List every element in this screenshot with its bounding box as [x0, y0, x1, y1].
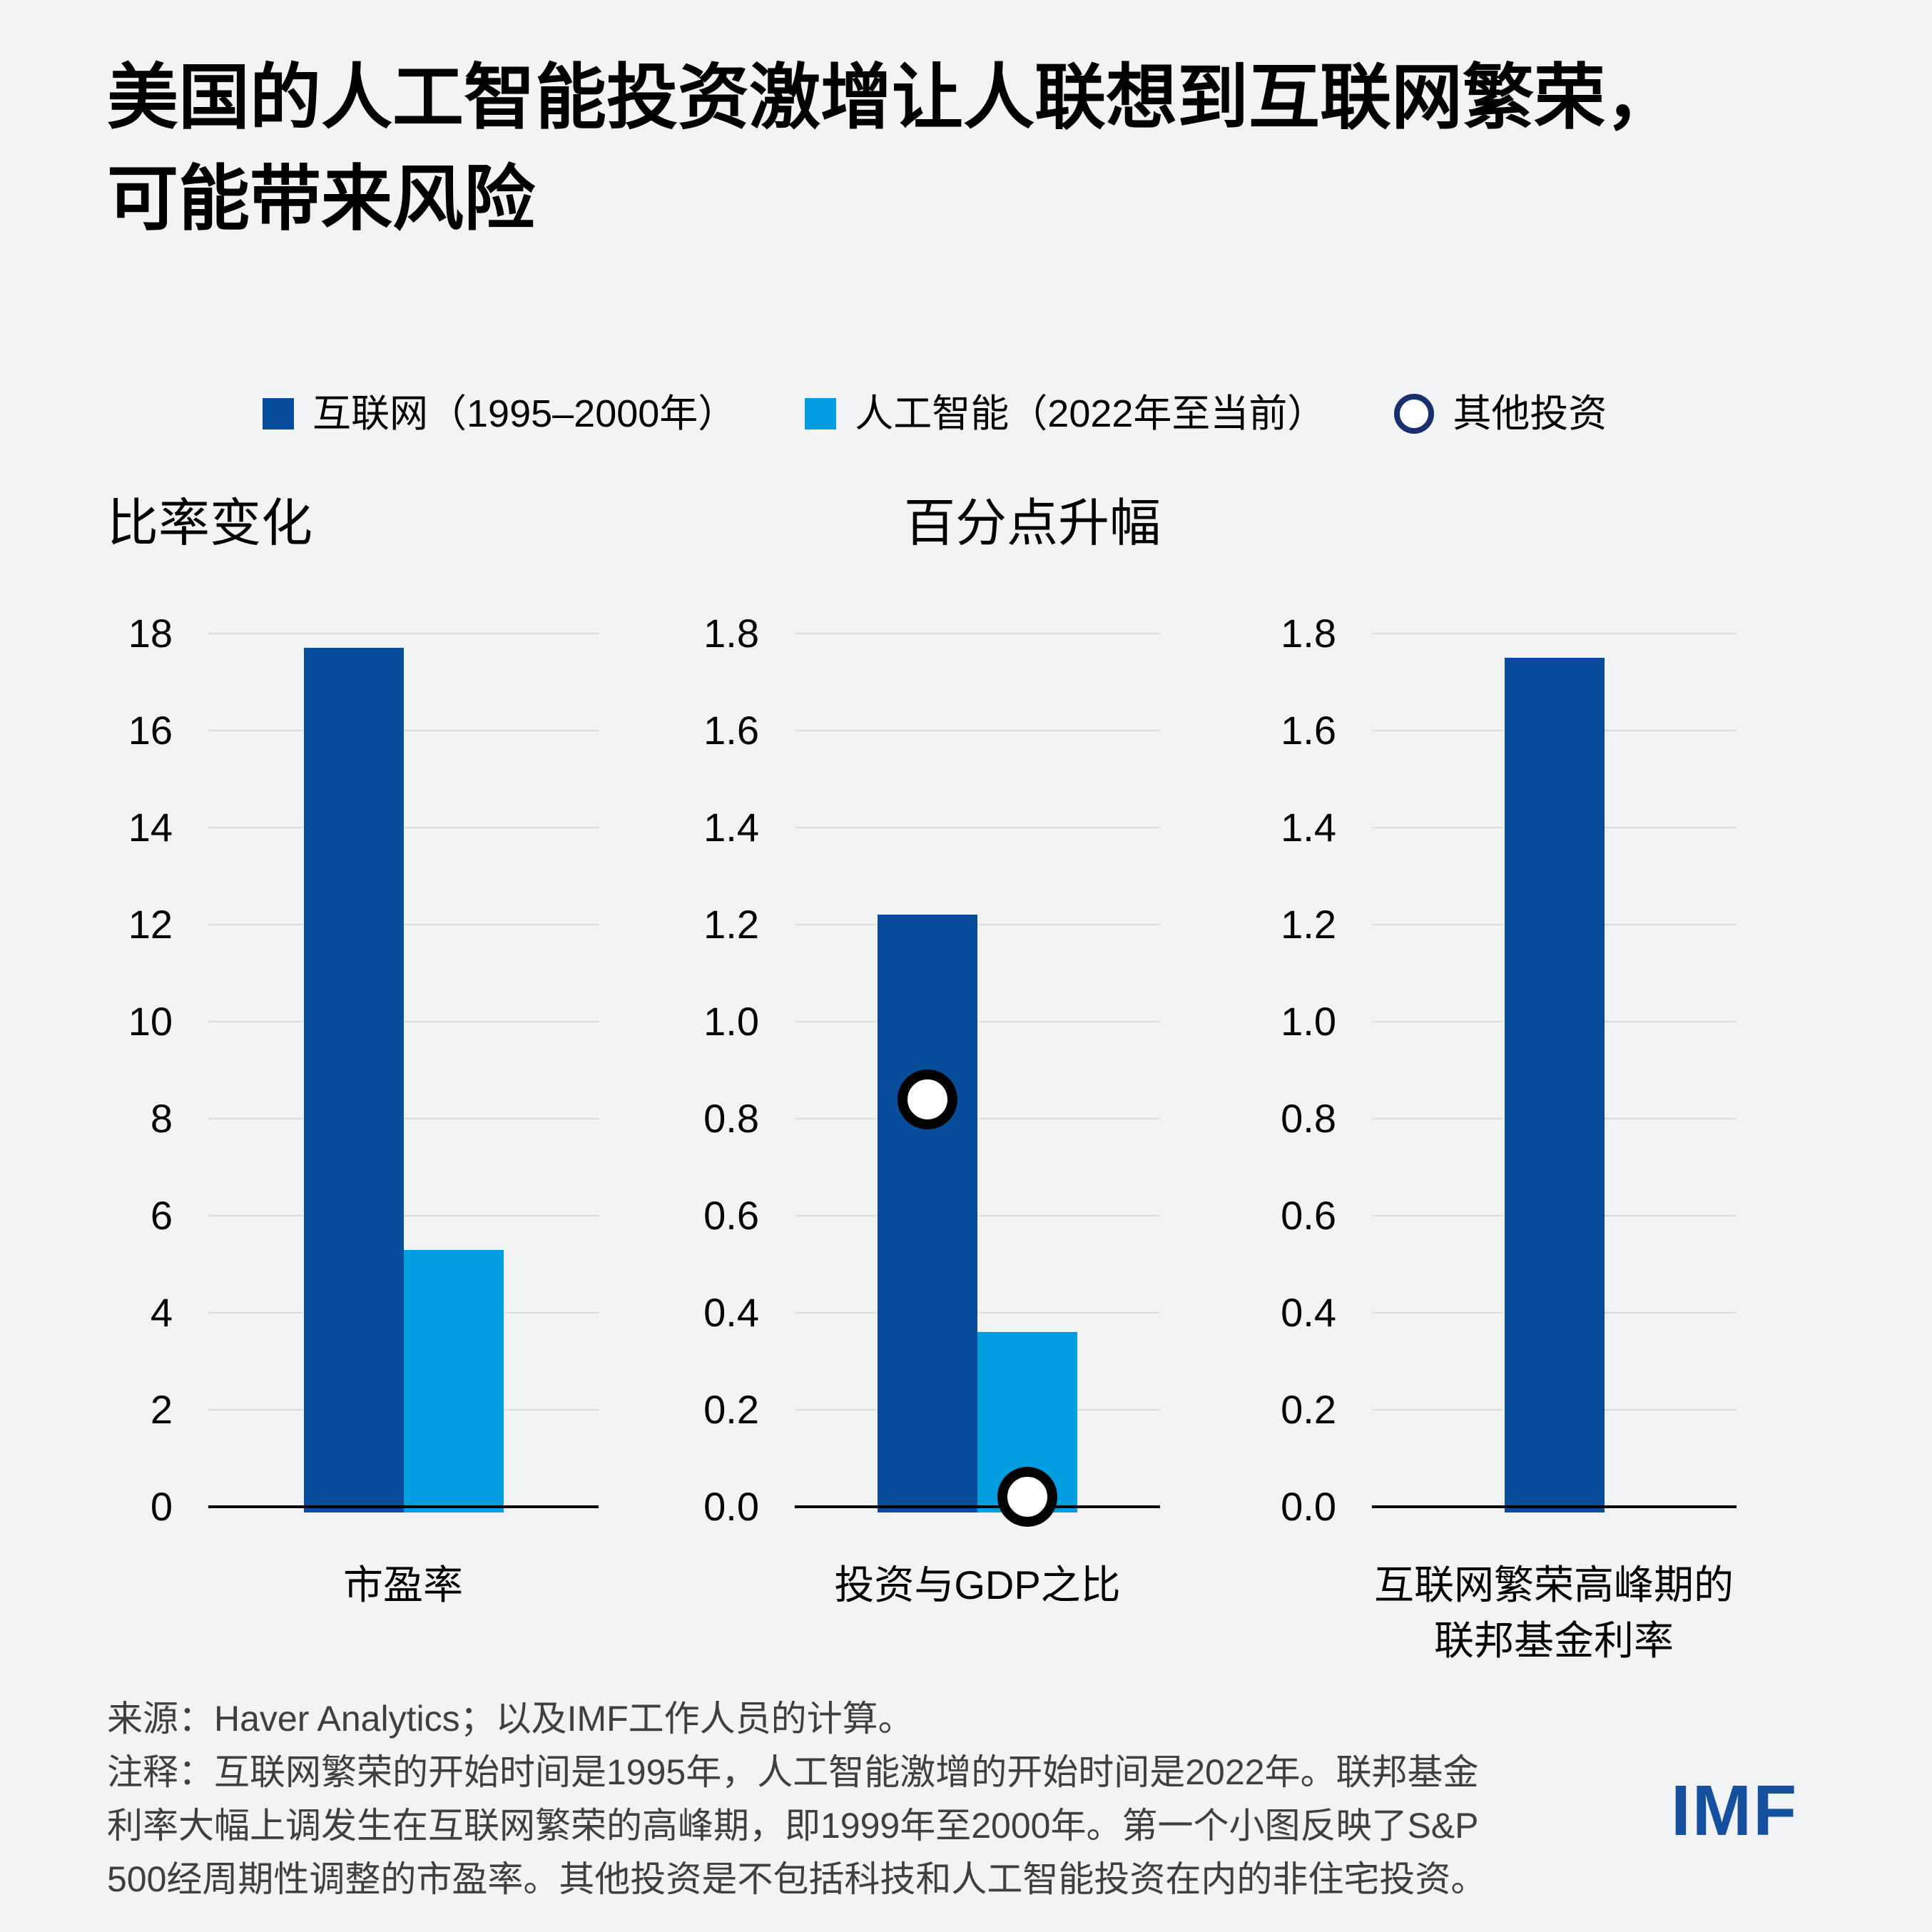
y-tick-label: 12	[128, 902, 173, 947]
x-axis-label-fed-funds-rate: 互联网繁荣高峰期的 联邦基金利率	[1374, 1562, 1734, 1663]
gridline	[208, 1118, 599, 1119]
y-tick-label: 1.4	[1281, 805, 1336, 850]
y-tick-label: 1.2	[1281, 902, 1336, 947]
footer-note-line-1: 注释：互联网繁荣的开始时间是1995年，人工智能激增的开始时间是2022年。联邦…	[107, 1752, 1479, 1792]
imf-logo: IMF	[1671, 1771, 1799, 1851]
bar-internet	[878, 915, 977, 1512]
bar-ai	[403, 1249, 504, 1512]
legend-item-ai: 人工智能（2022年至当前）	[805, 392, 1326, 435]
gridline	[208, 1215, 599, 1216]
gridline	[1372, 633, 1737, 634]
gridline	[795, 1312, 1160, 1313]
x-axis-label-investment-gdp: 投资与GDP之比	[834, 1562, 1121, 1607]
legend-label-other-investment: 其他投资	[1453, 392, 1607, 435]
y-tick-label: 0.8	[1281, 1096, 1336, 1141]
legend-label-ai: 人工智能（2022年至当前）	[855, 392, 1326, 435]
y-tick-label: 0.0	[703, 1484, 759, 1529]
main-title: 美国的人工智能投资激增让人联想到互联网繁荣， 可能带来风险	[107, 47, 1855, 250]
legend-square-icon	[263, 398, 294, 429]
y-tick-label: 14	[128, 805, 173, 850]
legend: 互联网（1995–2000年） 人工智能（2022年至当前） 其他投资	[263, 385, 1607, 442]
gridline	[208, 730, 599, 731]
x-axis-line	[795, 1505, 1160, 1508]
legend-label-internet: 互联网（1995–2000年）	[312, 392, 737, 435]
y-tick-label: 0.4	[1281, 1290, 1336, 1335]
footer-source: 来源：Haver Analytics；以及IMF工作人员的计算。	[107, 1699, 914, 1739]
y-tick-label: 0.2	[1281, 1387, 1336, 1432]
legend-item-other-investment: 其他投资	[1394, 392, 1607, 435]
y-tick-label: 4	[150, 1290, 173, 1335]
bar-internet	[1504, 658, 1605, 1512]
y-tick-label: 0.2	[703, 1387, 759, 1432]
x-axis-line	[208, 1505, 599, 1508]
gridline	[795, 730, 1160, 731]
y-tick-label: 1.0	[1281, 999, 1336, 1044]
legend-circle-icon	[1394, 394, 1435, 434]
y-tick-label: 1.8	[703, 611, 759, 656]
x-axis-label-pe-ratio: 市盈率	[343, 1562, 463, 1607]
y-tick-label: 16	[128, 708, 173, 753]
gridline	[208, 1021, 599, 1022]
gridline	[795, 1021, 1160, 1022]
bar-internet	[303, 648, 404, 1512]
footer-note-line-2: 利率大幅上调发生在互联网繁荣的高峰期，即1999年至2000年。第一个小图反映了…	[107, 1806, 1479, 1846]
legend-item-internet: 互联网（1995–2000年）	[263, 392, 736, 435]
y-tick-label: 10	[128, 999, 173, 1044]
gridline	[795, 1215, 1160, 1216]
y-tick-label: 1.4	[703, 805, 759, 850]
main-title-line-1: 美国的人工智能投资激增让人联想到互联网繁荣，	[107, 58, 1677, 138]
y-tick-label: 2	[150, 1387, 173, 1432]
gridline	[795, 924, 1160, 925]
footer-note-line-3: 500经周期性调整的市盈率。其他投资是不包括科技和人工智能投资在内的非住宅投资。	[107, 1859, 1487, 1899]
y-tick-label: 18	[128, 611, 173, 656]
y-tick-label: 0.8	[703, 1096, 759, 1141]
main-title-line-2: 可能带来风险	[107, 159, 535, 239]
y-tick-label: 1.6	[703, 708, 759, 753]
y-tick-label: 1.6	[1281, 708, 1336, 753]
y-tick-label: 0	[150, 1484, 173, 1529]
y-tick-label: 6	[150, 1193, 173, 1238]
marker-other-investment	[898, 1069, 957, 1129]
y-tick-label: 0.4	[703, 1290, 759, 1335]
footer: 来源：Haver Analytics；以及IMF工作人员的计算。 注释：互联网繁…	[107, 1692, 1677, 1906]
panel-title-percentage-point-increase: 百分点升幅	[904, 495, 1161, 552]
y-tick-label: 0.6	[1281, 1193, 1336, 1238]
y-tick-label: 0.0	[1281, 1484, 1336, 1529]
gridline	[795, 827, 1160, 828]
gridline	[208, 924, 599, 925]
y-tick-label: 1.0	[703, 999, 759, 1044]
x-axis-line	[1372, 1505, 1737, 1508]
panel-title-ratio-change: 比率变化	[107, 495, 313, 552]
legend-square-icon	[805, 398, 837, 429]
marker-other-investment	[997, 1467, 1057, 1527]
y-tick-label: 0.6	[703, 1193, 759, 1238]
y-tick-label: 8	[150, 1096, 173, 1141]
gridline	[795, 633, 1160, 634]
y-tick-label: 1.2	[703, 902, 759, 947]
gridline	[208, 827, 599, 828]
gridline	[795, 1118, 1160, 1119]
gridline	[208, 633, 599, 634]
y-tick-label: 1.8	[1281, 611, 1336, 656]
